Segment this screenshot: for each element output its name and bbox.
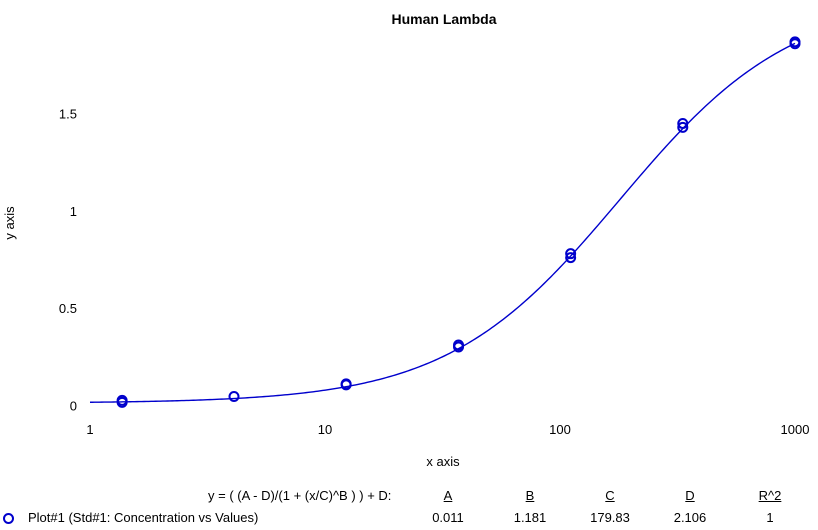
fit-header-a: A (443, 488, 453, 503)
y-tick-label: 1.5 (59, 107, 77, 122)
chart-svg: Human Lambda y axis 0 0.5 1 1.5 1 10 100 1000 (2, 11, 810, 437)
data-point (565, 248, 577, 260)
fit-header-d: D (685, 488, 695, 503)
fit-value-d: 2.106 (673, 510, 707, 525)
x-axis-label-box: x axis (426, 454, 460, 469)
data-point (453, 339, 465, 351)
data-point (677, 121, 689, 133)
legend-circle-icon (3, 513, 14, 524)
legend-series-label: Plot#1 (Std#1: Concentration vs Values) (28, 510, 259, 525)
data-point (340, 378, 352, 390)
fit-curve (89, 42, 796, 403)
chart-title: Human Lambda (391, 11, 496, 27)
y-tick-label: 0.5 (59, 301, 77, 316)
fit-equation: y = ( (A - D)/(1 + (x/C)^B ) ) + D: (208, 488, 392, 503)
y-tick-label: 1 (70, 204, 77, 219)
x-tick-label: 1 (86, 422, 93, 437)
data-point (565, 252, 577, 264)
x-tick-label: 10 (318, 422, 332, 437)
data-point (677, 117, 689, 129)
data-point (116, 394, 128, 406)
x-tick-label: 100 (549, 422, 571, 437)
y-tick-label: 0 (70, 398, 77, 413)
fit-value-a: 0.011 (432, 510, 464, 525)
fit-value-b: 1.181 (513, 510, 547, 525)
data-point (228, 391, 240, 403)
fit-header-b: B (525, 488, 535, 503)
fit-header-r2: R^2 (758, 488, 782, 503)
fit-value-c: 179.83 (590, 510, 630, 525)
fit-header-c: C (605, 488, 615, 503)
data-point (789, 36, 801, 48)
fit-value-r2: 1 (766, 510, 774, 525)
y-axis-label: y axis (2, 206, 17, 240)
x-tick-label: 1000 (781, 422, 810, 437)
